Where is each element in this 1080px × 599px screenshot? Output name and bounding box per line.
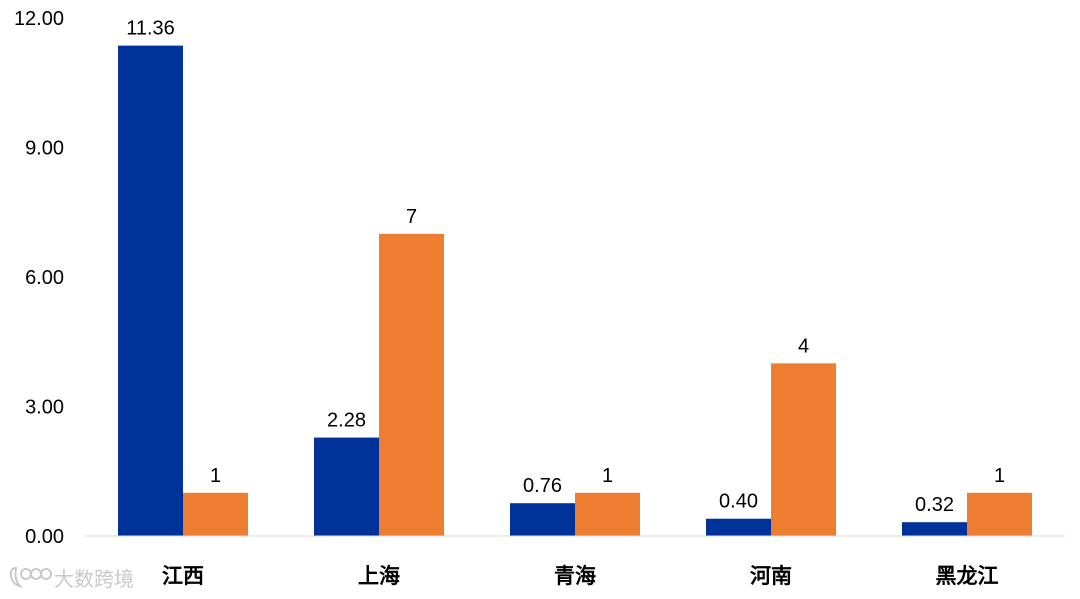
category-label: 河南 [750, 564, 792, 588]
bar-series-1-1 [118, 45, 183, 536]
category-label: 上海 [358, 564, 400, 588]
data-label: 1 [994, 465, 1005, 487]
bar-series-2-1 [183, 492, 248, 536]
y-axis-ticks: 0.00 3.00 6.00 9.00 12.00 [14, 8, 64, 548]
data-label: 2.28 [327, 410, 366, 432]
y-tick-label: 6.00 [25, 267, 64, 289]
y-tick-label: 3.00 [25, 397, 64, 419]
data-label: 0.32 [915, 494, 954, 516]
data-label: 11.36 [126, 18, 175, 40]
bar-series-2-5 [967, 492, 1032, 536]
data-label: 1 [602, 465, 613, 487]
category-label: 青海 [554, 564, 596, 588]
logo-icon [9, 566, 52, 588]
bar-series-1-5 [902, 522, 967, 536]
bar-series-2-3 [575, 492, 640, 536]
bar-series-2-2 [379, 233, 444, 537]
bar-series-1-3 [510, 503, 575, 536]
watermark: 大数跨境 [9, 566, 134, 591]
bar-series-1-4 [706, 518, 771, 536]
data-label: 7 [406, 206, 417, 228]
data-label: 1 [210, 465, 221, 487]
y-tick-label: 0.00 [25, 526, 64, 548]
data-label: 0.40 [719, 491, 758, 513]
y-tick-label: 9.00 [25, 138, 64, 160]
watermark-text: 大数跨境 [54, 567, 134, 591]
bar-series-1-2 [314, 437, 379, 536]
category-label: 江西 [162, 564, 204, 588]
bar-series-2-4 [771, 363, 836, 536]
y-tick-label: 12.00 [14, 8, 64, 30]
data-labels: 11.36 1 2.28 7 0.76 1 0.40 4 0.32 1 [126, 18, 1005, 517]
category-labels: 江西 上海 青海 河南 黑龙江 [162, 564, 999, 588]
bars [118, 45, 1032, 537]
data-label: 0.76 [523, 475, 562, 497]
data-label: 4 [798, 335, 809, 357]
category-label: 黑龙江 [936, 564, 999, 588]
